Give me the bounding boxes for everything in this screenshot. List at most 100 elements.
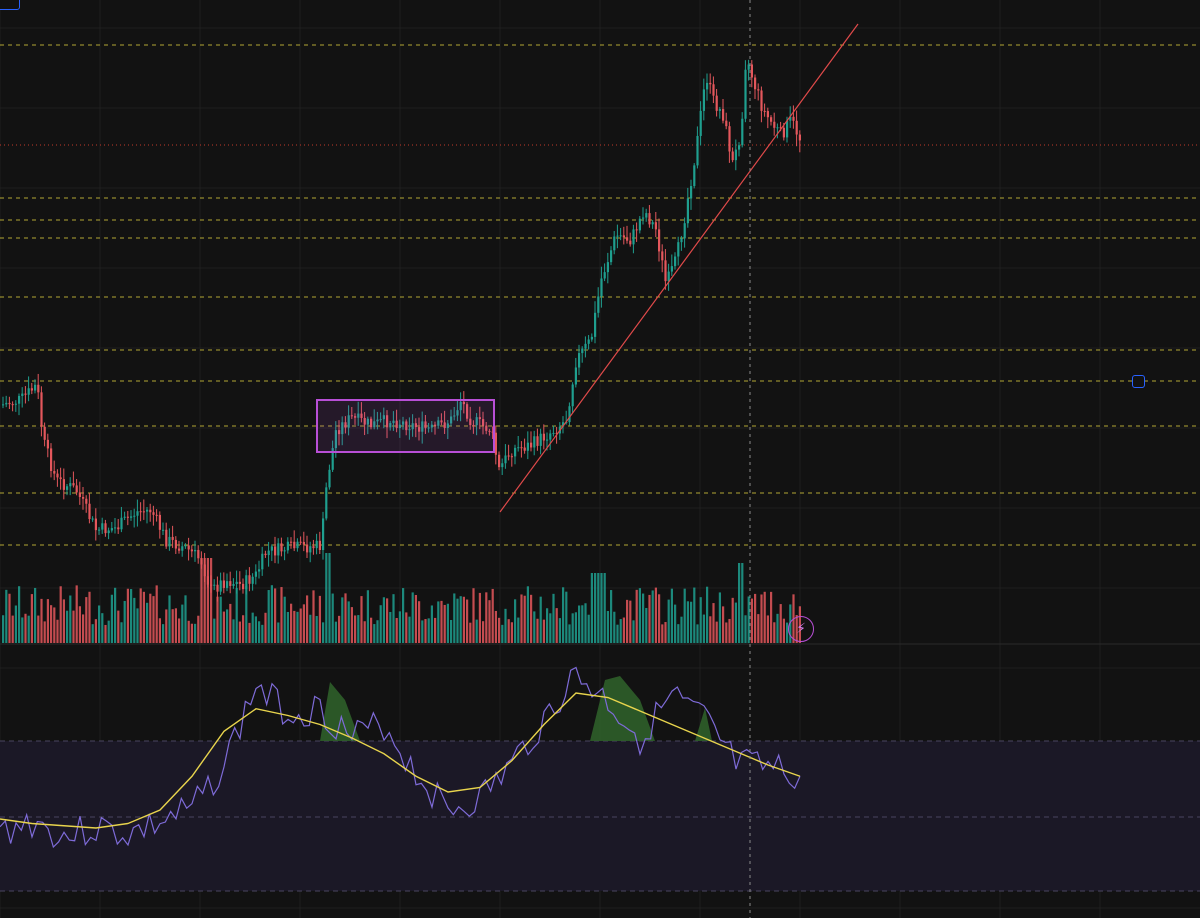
candle-body [795, 120, 798, 135]
candle-body [786, 120, 789, 138]
candle-body [277, 543, 280, 556]
candle-body [600, 278, 603, 297]
candle-body [200, 558, 203, 565]
candle-body [117, 527, 120, 530]
volume-bar [194, 623, 197, 643]
volume-bar [376, 620, 379, 643]
volume-bar [290, 603, 293, 643]
volume-bar [469, 622, 472, 643]
volume-bar [466, 599, 469, 643]
volume-bar [648, 594, 651, 643]
candle-body [98, 529, 101, 531]
volume-bar [72, 610, 75, 643]
volume-bar [482, 621, 485, 643]
volume-bar [683, 588, 686, 643]
volume-bar [373, 624, 376, 643]
candle-body [552, 432, 555, 434]
candle-body [680, 238, 683, 243]
volume-bar [405, 612, 408, 643]
volume-bar [603, 573, 606, 643]
candle-body [190, 549, 193, 552]
volume-bar [37, 615, 40, 643]
volume-bar [328, 553, 331, 643]
candle-body [622, 235, 625, 238]
candle-body [517, 447, 520, 449]
candle-body [46, 439, 49, 449]
candle-body [18, 395, 21, 404]
candle-body [779, 127, 782, 129]
volume-bar [782, 618, 785, 643]
volume-bar [197, 615, 200, 643]
volume-bar [645, 607, 648, 643]
volume-bar [200, 558, 203, 643]
volume-bar [686, 601, 689, 643]
volume-bar [366, 590, 369, 643]
volume-bar [245, 585, 248, 643]
volume-bar [21, 617, 24, 643]
candle-body [728, 126, 731, 152]
candle-body [434, 424, 437, 426]
candle-body [133, 515, 136, 517]
volume-bar [398, 611, 401, 643]
volume-bar [642, 593, 645, 643]
volume-bar [235, 588, 238, 643]
volume-bar [27, 615, 30, 643]
oscillator-pane [0, 666, 801, 849]
candle-body [274, 546, 277, 556]
candle-body [171, 536, 174, 540]
volume-bar [494, 610, 497, 643]
volume-bar [456, 598, 459, 643]
candle-body [341, 422, 344, 435]
candle-body [683, 223, 686, 239]
volume-bar [338, 615, 341, 643]
volume-bar [242, 615, 245, 643]
volume-bar [331, 593, 334, 643]
volume-bar [315, 616, 318, 643]
volume-bar [571, 613, 574, 643]
volume-bar [629, 600, 632, 643]
candle-body [686, 198, 689, 224]
volume-bar [184, 595, 187, 643]
candle-body [286, 541, 289, 551]
lightning-bolt-icon[interactable]: ⚡ [788, 616, 814, 642]
volume-bar [744, 615, 747, 643]
volume-bar [517, 617, 520, 643]
panel-button-icon[interactable] [0, 0, 20, 10]
candle-body [59, 477, 62, 480]
candle-body [770, 117, 773, 122]
candle-body [309, 546, 312, 553]
volume-bar [437, 601, 440, 643]
candle-body [254, 571, 257, 577]
candle-body [168, 536, 171, 547]
volume-bar [738, 563, 741, 643]
candle-body [312, 546, 315, 549]
candle-body [763, 110, 766, 112]
candle-body [360, 413, 363, 419]
chart-drawings[interactable] [316, 23, 859, 513]
volume-bar [46, 599, 49, 643]
candle-body [619, 235, 622, 237]
candle-body [174, 539, 177, 549]
volume-bar [2, 615, 5, 643]
candle-body [187, 545, 190, 550]
volume-bar [94, 619, 97, 643]
drawing-anchor-icon[interactable] [1132, 375, 1145, 388]
candle-body [738, 145, 741, 150]
candle-body [469, 418, 472, 426]
volume-bar [779, 604, 782, 643]
candle-body [184, 545, 187, 547]
candle-body [290, 541, 293, 543]
candle-body [571, 384, 574, 407]
volume-bar [526, 586, 529, 643]
volume-bar [146, 602, 149, 643]
candle-body [338, 430, 341, 435]
candle-body [370, 418, 373, 428]
candle-body [5, 402, 8, 405]
candlestick-series [2, 59, 801, 602]
horizontal-levels[interactable] [0, 44, 1200, 546]
volume-bar [658, 594, 661, 643]
candle-body [398, 424, 401, 428]
volume-bar [213, 618, 216, 643]
volume-bar [296, 611, 299, 643]
